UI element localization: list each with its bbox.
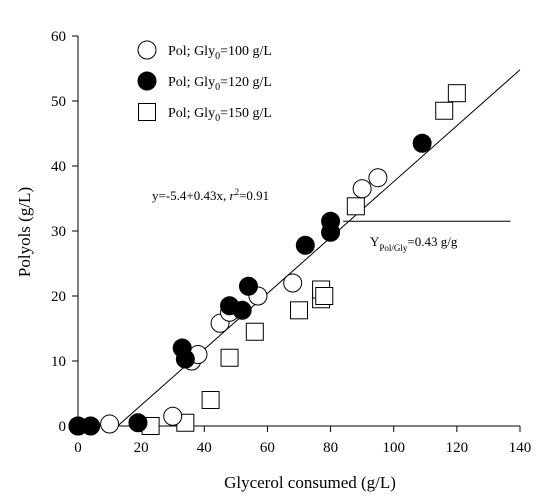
data-point-open-circle: [283, 273, 303, 293]
data-point-filled-circle: [128, 413, 148, 433]
x-tick-label: 40: [197, 440, 212, 456]
y-tick-label: 20: [51, 289, 66, 305]
data-point-open-square: [201, 391, 220, 409]
x-tick-label: 140: [509, 440, 532, 456]
legend-marker-filled-circle: [137, 71, 157, 91]
y-axis-title: Polyols (g/L): [15, 187, 34, 277]
x-tick-label: 120: [446, 440, 469, 456]
y-tick-label: 40: [51, 159, 66, 175]
y-tick-label: 60: [51, 29, 66, 45]
data-point-open-square: [220, 348, 239, 367]
y-tick-label: 0: [59, 419, 67, 435]
data-point-open-square: [315, 287, 334, 305]
data-point-filled-circle: [232, 300, 252, 320]
annotations: y=-5.4+0.43x, r2=0.91 YPol/Gly=0.43 g/g: [152, 187, 458, 253]
y-tick-label: 30: [51, 224, 66, 240]
tick-labels: 0 20 40 60 80 100 120 140 0 10 20 30 40 50 60: [51, 29, 531, 456]
data-point-open-circle: [163, 406, 183, 426]
data-point-open-square: [290, 301, 308, 320]
data-point-open-square: [435, 101, 454, 120]
x-tick-label: 20: [134, 440, 149, 456]
x-tick-label: 60: [260, 440, 275, 456]
y-tick-label: 10: [51, 354, 66, 370]
data-point-filled-circle: [175, 349, 195, 369]
data-points: [68, 84, 466, 436]
data-point-open-circle: [100, 414, 120, 434]
data-point-open-circle: [352, 179, 372, 199]
x-tick-label: 0: [74, 440, 82, 456]
legend-label: Pol; Gly0=120 g/L: [168, 75, 272, 93]
legend: Pol; Gly0=100 g/L Pol; Gly0=120 g/L Pol; G…: [137, 40, 272, 124]
data-point-filled-circle: [238, 276, 258, 296]
x-tick-label: 80: [323, 440, 338, 456]
equation-label: y=-5.4+0.43x, r2=0.91: [152, 187, 269, 203]
data-point-filled-circle: [412, 133, 432, 153]
regression-line: [117, 69, 521, 427]
data-point-filled-circle: [321, 211, 341, 231]
x-axis-title: Glycerol consumed (g/L): [224, 473, 396, 492]
data-point-filled-circle: [81, 416, 101, 436]
yield-label: YPol/Gly=0.43 g/g: [370, 234, 458, 253]
data-point-open-square: [447, 84, 466, 103]
regression-lines: [117, 69, 521, 427]
x-tick-label: 100: [382, 440, 405, 456]
data-point-open-square: [346, 197, 365, 216]
legend-marker-open-square: [138, 103, 156, 121]
legend-label: Pol; Gly0=100 g/L: [168, 44, 272, 62]
data-point-filled-circle: [295, 235, 315, 255]
legend-marker-open-circle: [137, 40, 157, 60]
data-point-open-square: [245, 322, 264, 341]
data-point-open-circle: [368, 168, 388, 188]
y-tick-label: 50: [51, 94, 66, 110]
legend-label: Pol; Gly0=150 g/L: [168, 106, 272, 124]
